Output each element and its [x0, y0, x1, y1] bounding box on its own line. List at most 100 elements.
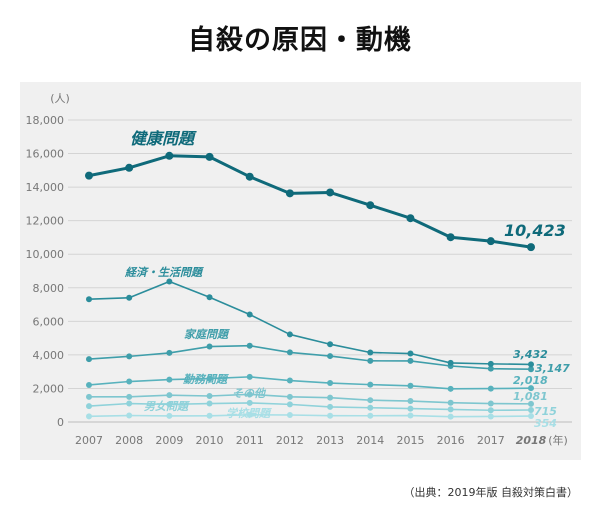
data-point: [206, 392, 213, 399]
series-end-value-label: 2,018: [513, 374, 548, 387]
data-point: [407, 398, 414, 405]
data-point: [206, 375, 213, 382]
data-point: [246, 391, 253, 398]
x-tick-label: 2008: [115, 434, 143, 447]
data-point: [245, 172, 254, 181]
data-point: [86, 413, 92, 420]
y-tick-label: 18,000: [26, 114, 65, 127]
y-tick-label: 4,000: [33, 349, 65, 362]
line-chart: 0 2,000 4,000 6,000 8,000 10,000 12,000 14,000 1…: [26, 92, 572, 447]
x-tick-label: 2012: [276, 434, 304, 447]
data-point: [367, 381, 374, 388]
data-point: [327, 341, 334, 348]
data-point: [367, 357, 374, 364]
data-point: [528, 400, 534, 407]
data-point: [327, 380, 334, 387]
data-point: [86, 296, 92, 303]
data-point: [246, 342, 253, 349]
data-point: [286, 401, 293, 408]
series-name-label: その他: [232, 387, 267, 400]
series-name-label: 学校問題: [226, 407, 272, 420]
data-point: [206, 400, 213, 407]
source-note: （出典：2019年版 自殺対策白書）: [403, 486, 579, 499]
series-line: [88, 280, 532, 366]
x-tick-label: 2014: [356, 434, 384, 447]
data-point: [487, 413, 494, 420]
x-tick-label: 2007: [75, 434, 103, 447]
data-point: [86, 403, 92, 410]
y-tick-label: 10,000: [26, 248, 65, 261]
series-lines: [85, 151, 535, 420]
data-point: [286, 412, 293, 419]
data-point: [487, 360, 494, 367]
data-point: [527, 243, 535, 252]
data-point: [447, 385, 454, 392]
series-labels: 健康問題 10,423 経済・生活問題 3,432 家庭問題 3,147 勤務問題 2,018…: [124, 129, 570, 430]
y-tick-label: 12,000: [26, 215, 65, 228]
series-name-label: 勤務問題: [183, 373, 229, 386]
data-point: [286, 349, 293, 356]
x-tick-label: 2009: [155, 434, 183, 447]
series-end-value-label: 10,423: [504, 221, 566, 240]
y-tick-label: 2,000: [33, 382, 65, 395]
data-point: [246, 311, 253, 318]
data-point: [166, 278, 173, 285]
data-point: [286, 331, 293, 338]
data-point: [367, 412, 374, 419]
x-tick-label: 2015: [396, 434, 424, 447]
data-point: [126, 294, 133, 301]
y-tick-label: 6,000: [33, 315, 65, 328]
x-tick-label: 2017: [477, 434, 505, 447]
series-line: [88, 414, 532, 418]
data-point: [327, 403, 334, 410]
data-point: [487, 365, 494, 372]
data-point: [487, 400, 494, 407]
data-point: [166, 412, 173, 419]
data-point: [246, 411, 253, 418]
y-tick-label: 16,000: [26, 148, 65, 161]
series-name-label: 健康問題: [130, 129, 197, 148]
data-point: [528, 407, 534, 414]
data-point: [86, 393, 92, 400]
data-point: [286, 393, 293, 400]
data-point: [126, 378, 133, 385]
data-point: [407, 405, 414, 412]
series-end-value-label: 3,432: [513, 348, 548, 361]
data-point: [326, 188, 335, 197]
data-point: [406, 214, 415, 223]
data-point: [206, 343, 213, 350]
series-line: [89, 393, 532, 405]
data-point: [486, 237, 495, 246]
data-point: [528, 366, 534, 373]
data-point: [327, 394, 334, 401]
data-point: [126, 353, 133, 360]
data-point: [407, 350, 414, 357]
data-point: [528, 361, 534, 368]
y-tick-label: 0: [57, 416, 64, 429]
data-point: [126, 400, 133, 407]
data-point: [407, 357, 414, 364]
data-point: [447, 406, 454, 413]
data-point: [407, 412, 414, 419]
data-point: [528, 413, 534, 420]
x-tick-label: 2018: [516, 434, 547, 447]
series-line: [88, 402, 532, 412]
data-point: [166, 349, 173, 356]
y-tick-label: 14,000: [26, 181, 65, 194]
data-point: [366, 201, 375, 210]
series-end-value-label: 3,147: [535, 362, 570, 375]
data-point: [367, 349, 374, 356]
x-tick-label: 2011: [236, 434, 264, 447]
chart-title: 自殺の原因・動機: [188, 25, 412, 56]
data-point: [528, 385, 534, 392]
x-tick-label: 2010: [196, 434, 224, 447]
data-point: [246, 399, 253, 406]
chart-panel: 0 2,000 4,000 6,000 8,000 10,000 12,000 14,000 1…: [20, 82, 581, 460]
data-point: [85, 171, 93, 180]
data-point: [165, 151, 174, 160]
data-point: [126, 393, 133, 400]
data-point: [367, 404, 374, 411]
data-point: [407, 382, 414, 389]
data-point: [447, 399, 454, 406]
data-point: [285, 189, 294, 198]
